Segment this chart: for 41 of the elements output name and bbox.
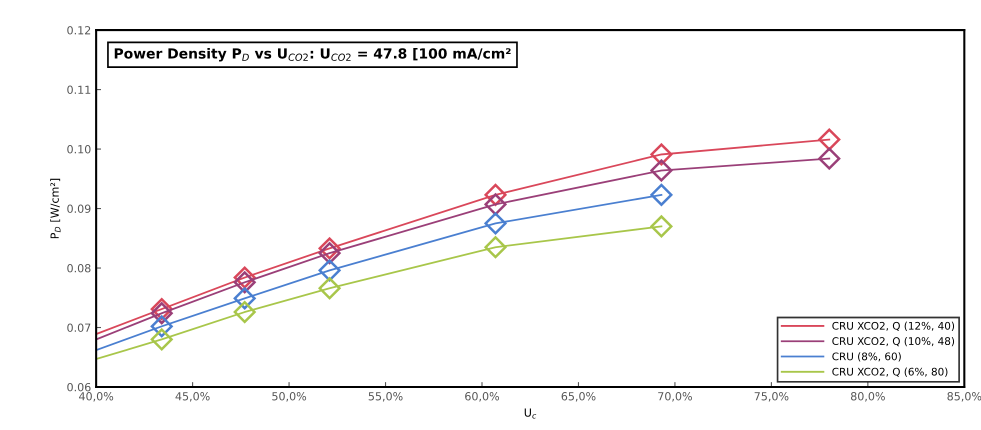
y-tick-label: 0.09 bbox=[67, 204, 90, 213]
x-tick-label: 75,0% bbox=[754, 392, 788, 402]
point bbox=[150, 302, 173, 324]
point bbox=[650, 159, 672, 182]
y-tick-label: 0.11 bbox=[67, 86, 90, 94]
point bbox=[484, 236, 507, 258]
x-axis-title: U$_{c}$ bbox=[524, 408, 536, 419]
text: Power Density P$_{D}$ vs U$_{CO2}$: U$_{CO2}$ = 47.8 [100 mA/cm² bbox=[114, 48, 511, 62]
point bbox=[234, 271, 256, 294]
x-tick-label: 40,0% bbox=[79, 392, 114, 402]
x-tick-label: 60,0% bbox=[465, 392, 500, 402]
point bbox=[650, 143, 672, 166]
point bbox=[484, 212, 507, 234]
point bbox=[150, 315, 173, 338]
x-tick-label: 80,0% bbox=[850, 392, 885, 402]
legend-label: CRU XCO2, Q (6%, 80) bbox=[832, 368, 948, 377]
point bbox=[318, 242, 341, 264]
x-tick-label: 45,0% bbox=[176, 392, 210, 402]
y-axis-title: P$_{D}$ [W/cm²] bbox=[50, 178, 60, 238]
point bbox=[818, 128, 840, 151]
point bbox=[818, 148, 840, 170]
point bbox=[234, 287, 256, 310]
x-tick-label: 50,0% bbox=[272, 392, 306, 402]
point bbox=[234, 300, 256, 324]
y-tick-label: 0.07 bbox=[67, 323, 90, 332]
x-tick-label: 85,0% bbox=[947, 392, 981, 402]
point bbox=[318, 277, 341, 300]
point bbox=[484, 193, 507, 216]
legend-label: CRU XCO2, Q (10%, 48) bbox=[832, 336, 954, 346]
y-tick-label: 0.06 bbox=[67, 382, 91, 392]
point bbox=[150, 328, 173, 350]
x-tick-label: 70,0% bbox=[658, 392, 692, 402]
point bbox=[650, 184, 672, 206]
y-tick-label: 0.12 bbox=[67, 26, 90, 34]
x-tick-label: 65,0% bbox=[562, 392, 596, 402]
legend-label: CRU XCO2, Q (12%, 40) bbox=[832, 322, 954, 331]
legend-label: CRU (8%, 60) bbox=[832, 352, 901, 362]
y-tick-label: 0.08 bbox=[67, 264, 91, 272]
x-tick-label: 55,0% bbox=[368, 392, 403, 402]
point bbox=[650, 215, 672, 238]
y-tick-label: 0.10 bbox=[67, 145, 91, 154]
